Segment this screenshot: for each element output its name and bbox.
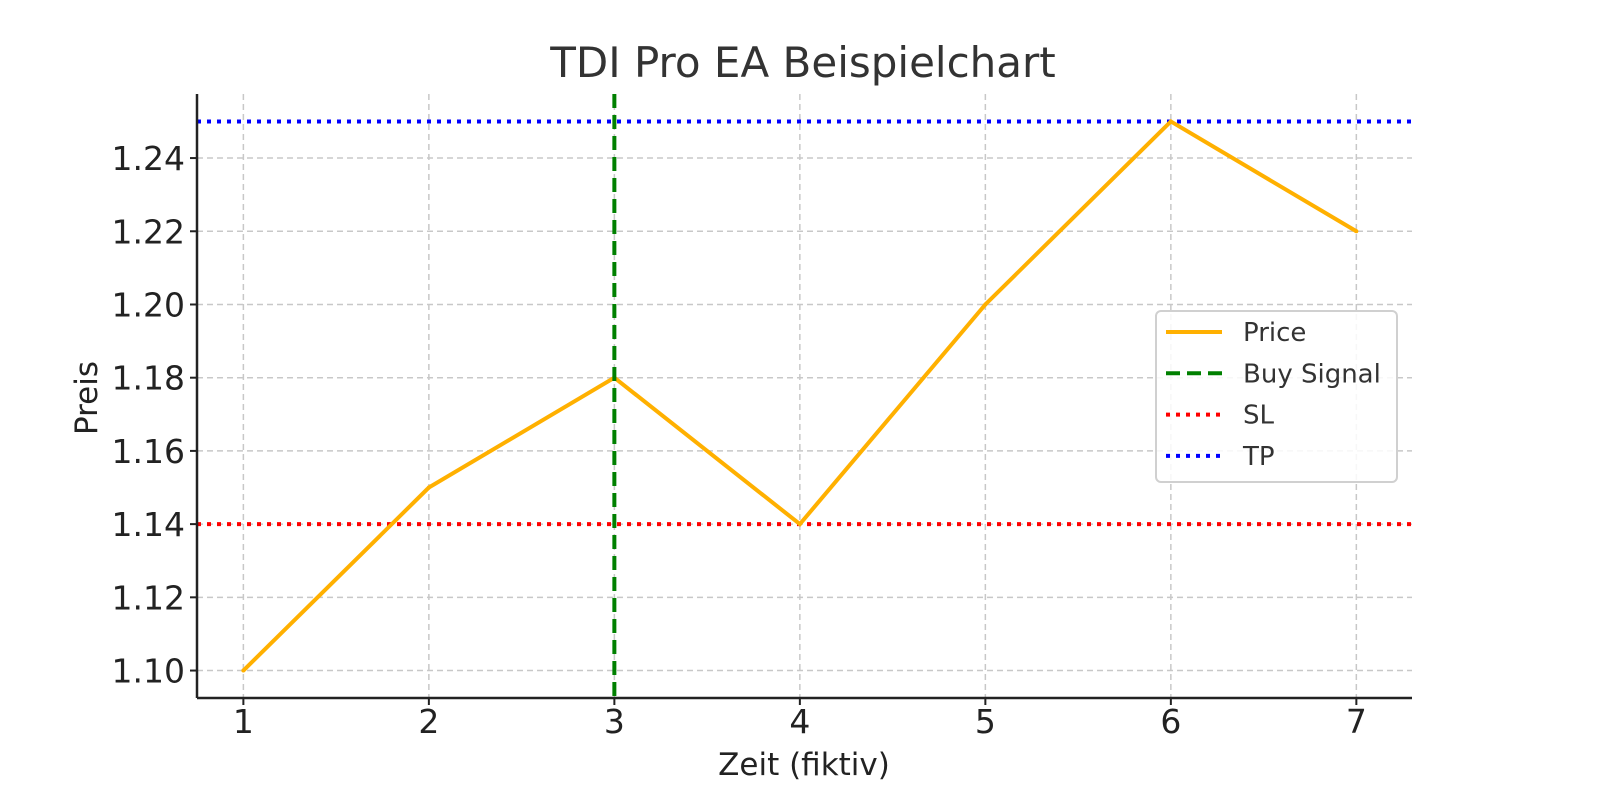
x-tick-label-4: 4 (789, 702, 810, 741)
price-point-7 (1354, 229, 1359, 234)
x-tick-label-7: 7 (1346, 702, 1367, 741)
chart-title: TDI Pro EA Beispielchart (549, 38, 1056, 87)
x-axis-label: Zeit (fiktiv) (718, 747, 890, 783)
x-tick-label-6: 6 (1160, 702, 1181, 741)
price-point-1 (241, 668, 246, 673)
price-point-2 (426, 485, 431, 490)
legend-box (1155, 310, 1398, 483)
y-tick-label-3: 1.14 (112, 505, 185, 544)
x-tick-label-3: 3 (604, 702, 625, 741)
legend: Price Buy Signal SL TP (1155, 310, 1398, 483)
y-tick-label-2: 1.12 (112, 578, 185, 617)
y-tick-label-5: 1.18 (112, 359, 185, 398)
y-axis-label: Preis (69, 361, 105, 435)
y-tick-label-1: 1.10 (112, 652, 185, 691)
x-tick-label-5: 5 (975, 702, 996, 741)
y-tick-label-4: 1.16 (112, 432, 185, 471)
chart-marks (197, 94, 1412, 698)
tick-labels: 1 2 3 4 5 6 7 1.10 1.12 1.14 1.16 1.18 1.20 1.22 1.24 (112, 139, 1367, 741)
legend-label-tp: TP (1242, 442, 1275, 472)
price-point-5 (983, 302, 988, 307)
x-tick-label-1: 1 (233, 702, 254, 741)
legend-label-price: Price (1243, 318, 1306, 348)
price-point-6 (1168, 119, 1173, 124)
legend-label-buy-signal: Buy Signal (1243, 359, 1381, 389)
price-point-4 (797, 522, 802, 527)
x-tick-label-2: 2 (418, 702, 439, 741)
legend-label-sl: SL (1243, 401, 1275, 431)
y-tick-label-6: 1.20 (112, 285, 185, 324)
y-tick-label-7: 1.22 (112, 212, 185, 251)
y-tick-label-8: 1.24 (112, 139, 185, 178)
